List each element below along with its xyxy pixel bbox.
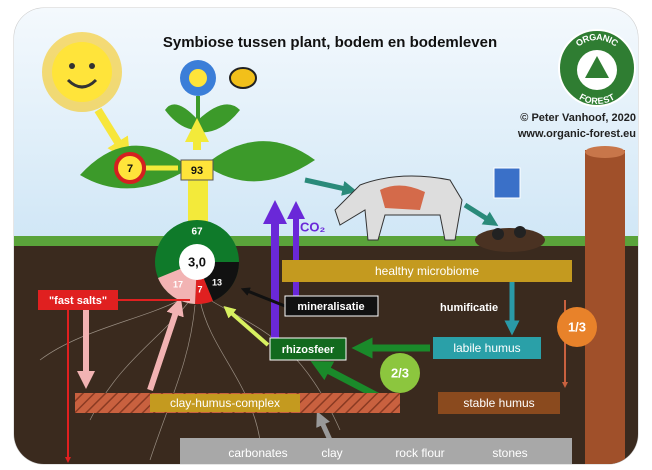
stable-humus-label: stable humus [463, 396, 534, 410]
shape [188, 180, 208, 224]
shape [492, 228, 504, 240]
mineralisatie-label: mineralisatie [297, 301, 364, 313]
page: Symbiose tussen plant, bodem en bodemlev… [0, 0, 652, 470]
shape [69, 63, 75, 69]
pie-pink: 17 [173, 279, 183, 289]
stem-label: 93 [191, 165, 203, 177]
sun-clock-label: 7 [127, 163, 133, 175]
shape [52, 42, 112, 102]
labile-humus-label: labile humus [453, 341, 520, 355]
website: www.organic-forest.eu [517, 128, 636, 140]
pie-top: 67 [191, 227, 203, 238]
rhizosfeer-label: rhizosfeer [282, 344, 335, 356]
post-top [585, 146, 625, 158]
shape [475, 228, 545, 252]
shape [89, 63, 95, 69]
title: Symbiose tussen plant, bodem en bodemlev… [163, 34, 497, 51]
mineral-label: clay [321, 446, 342, 460]
humificatie-label: humificatie [440, 302, 498, 314]
post [585, 150, 625, 470]
clay-humus-label: clay-humus-complex [170, 396, 280, 410]
pie-red: 7 [197, 284, 202, 294]
pie-black: 13 [212, 277, 222, 287]
shape: Symbiose tussen plant, bodem en bodemlev… [14, 8, 638, 470]
two-thirds-label: 2/3 [391, 365, 409, 380]
co2: CO₂ [300, 219, 326, 234]
shape [380, 185, 425, 210]
mineral-label: stones [492, 446, 527, 460]
mineral-label: rock flour [395, 446, 444, 460]
mineral-label: carbonates [228, 446, 287, 460]
credit: © Peter Vanhoof, 2020 [520, 112, 636, 124]
one-third-label: 1/3 [568, 319, 586, 334]
logo: ORGANIC FOREST [559, 30, 635, 107]
pie-center: 3,0 [188, 254, 206, 269]
shape [230, 68, 256, 88]
sun [42, 32, 122, 112]
microbiome-label: healthy microbiome [375, 264, 479, 278]
diagram: Symbiose tussen plant, bodem en bodemlev… [0, 0, 652, 470]
fast-salts-label: "fast salts" [49, 295, 107, 307]
shape [514, 226, 526, 238]
sign [494, 168, 520, 198]
shape [189, 69, 207, 87]
